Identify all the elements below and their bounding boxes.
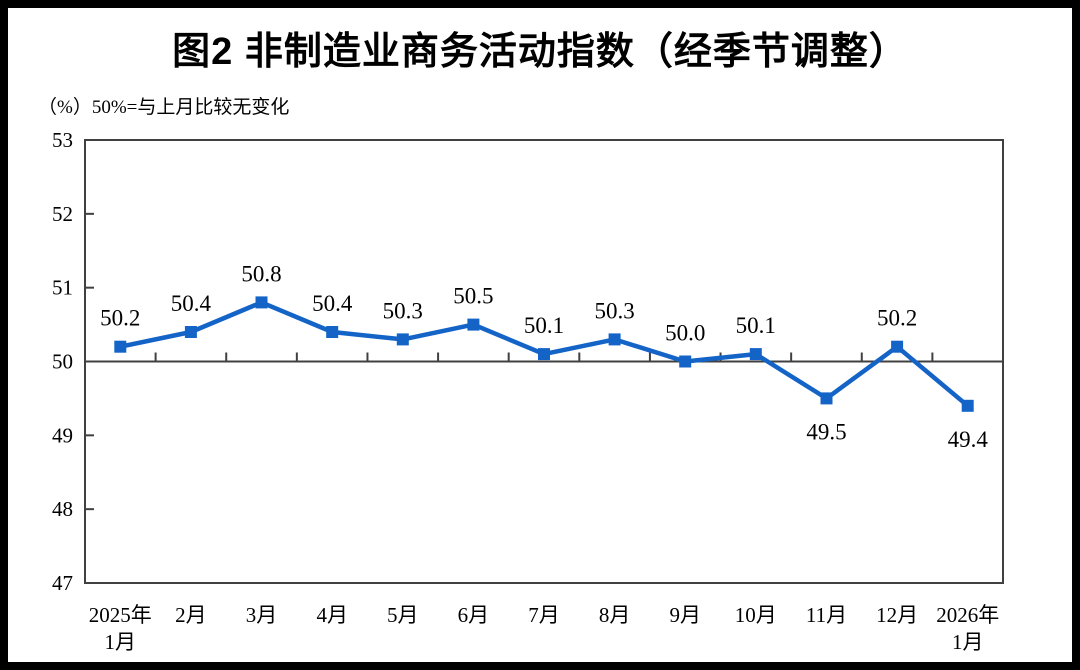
x-axis-category-label: 7月	[528, 603, 560, 627]
data-point-marker	[538, 348, 550, 361]
data-point-label: 50.4	[312, 291, 353, 316]
data-point-marker	[255, 296, 268, 309]
data-point-marker	[749, 348, 762, 361]
data-point-label: 50.3	[383, 298, 423, 323]
x-axis-category-label-line2: 1月	[105, 630, 137, 654]
data-point-marker	[891, 340, 904, 353]
x-axis-category-label: 6月	[458, 603, 490, 627]
data-point-label: 50.8	[241, 261, 281, 286]
x-axis-category-label: 10月	[735, 603, 777, 627]
y-axis-tick-label: 50	[52, 350, 73, 374]
data-point-marker	[114, 340, 127, 353]
x-axis-category-label-line2: 1月	[952, 630, 984, 654]
x-axis-category-label: 12月	[876, 603, 918, 627]
y-axis-tick-label: 53	[52, 128, 73, 152]
x-axis-category-label: 2026年	[936, 603, 999, 627]
data-point-label: 50.1	[736, 313, 776, 338]
y-axis-tick-label: 47	[52, 571, 73, 595]
y-axis-tick-label: 48	[52, 497, 73, 521]
data-point-label: 49.4	[948, 427, 989, 452]
data-point-label: 50.2	[877, 306, 917, 331]
data-point-label: 49.5	[806, 419, 846, 444]
data-point-marker	[326, 326, 339, 338]
data-point-marker	[184, 326, 197, 338]
data-point-label: 50.5	[453, 284, 493, 309]
data-point-marker	[961, 399, 974, 412]
x-axis-category-label: 2025年	[89, 603, 152, 627]
x-axis-category-label: 9月	[669, 603, 701, 627]
data-point-marker	[467, 318, 480, 331]
x-axis-category-label: 2月	[175, 603, 207, 627]
data-point-label: 50.1	[524, 313, 564, 338]
data-point-label: 50.3	[594, 298, 634, 323]
data-point-marker	[396, 333, 409, 346]
x-axis-category-label: 11月	[806, 603, 847, 627]
data-point-marker	[679, 355, 692, 368]
data-point-label: 50.4	[171, 291, 212, 316]
line-chart-plot: 47 48 49 50 51 52 53 50.2 50.4 50.8 50.4 50.3 50.5 50…	[52, 128, 1004, 654]
x-axis-category-label: 5月	[387, 603, 419, 627]
y-axis-tick-label: 52	[52, 202, 73, 226]
y-axis-tick-label: 49	[52, 423, 73, 447]
data-point-label: 50.2	[100, 306, 140, 331]
chart-title: 图2 非制造业商务活动指数（经季节调整）	[172, 31, 908, 73]
y-axis-tick-label: 51	[52, 276, 73, 300]
data-point-label: 50.0	[665, 321, 705, 346]
x-axis-category-label: 3月	[246, 603, 278, 627]
data-point-marker	[820, 392, 833, 405]
data-point-marker	[608, 333, 621, 346]
y-axis-unit-note: （%）50%=与上月比较无变化	[38, 97, 290, 118]
x-axis-category-label: 8月	[599, 603, 631, 627]
x-axis-category-label: 4月	[316, 603, 348, 627]
